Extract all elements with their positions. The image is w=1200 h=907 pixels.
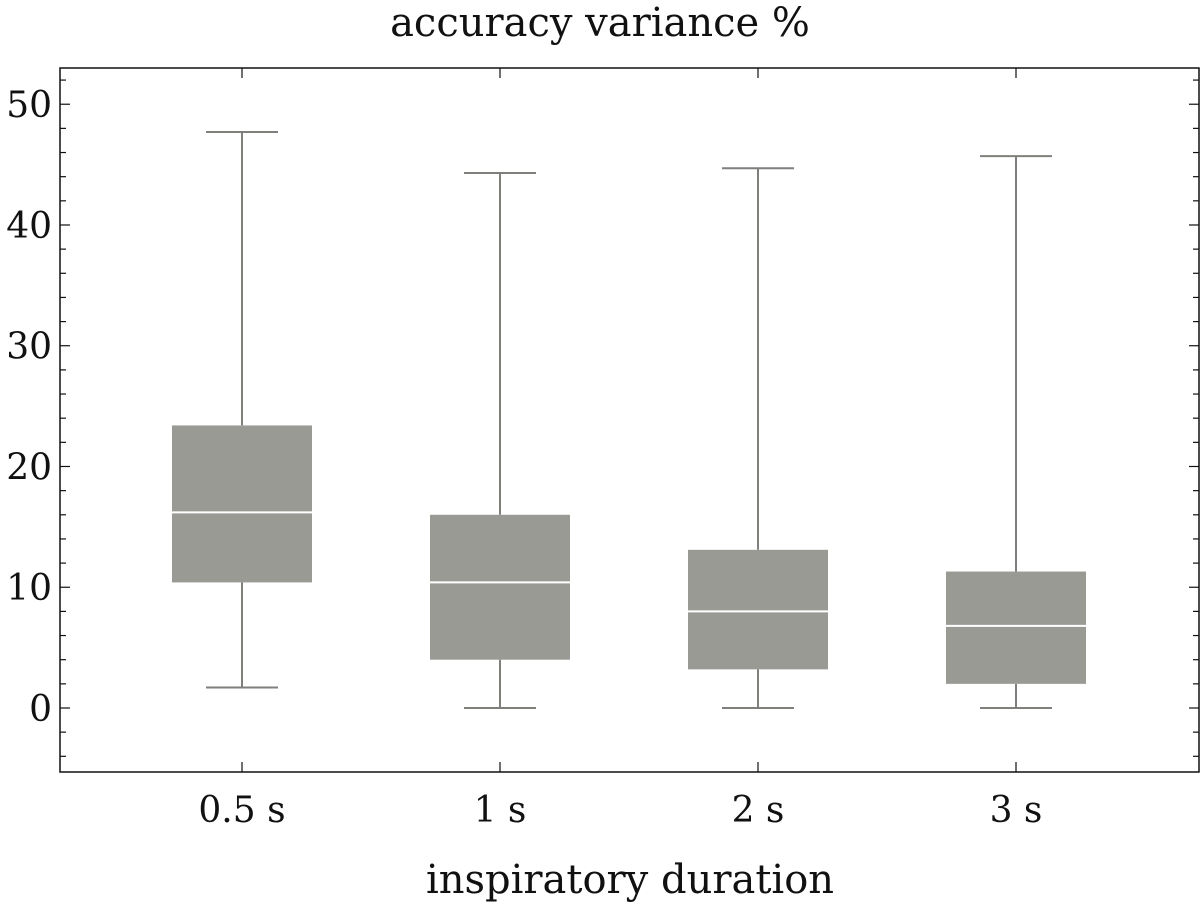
- interquartile-box: [172, 425, 312, 583]
- axis-labels: 0 10 20 30 40 50 0.5 s 1 s 2 s 3 s: [6, 85, 1042, 831]
- box-1-s: [430, 172, 570, 709]
- axis-ticks: [60, 68, 1199, 772]
- interquartile-box: [688, 549, 828, 670]
- x-category-label: 0.5 s: [198, 790, 285, 831]
- x-category-label: 3 s: [990, 790, 1043, 831]
- x-category-label: 2 s: [732, 790, 785, 831]
- y-tick-label: 40: [6, 206, 52, 247]
- y-tick-label: 0: [29, 689, 52, 730]
- interquartile-box: [946, 571, 1086, 684]
- y-tick-label: 20: [6, 447, 52, 488]
- boxes: [172, 131, 1086, 709]
- plot-frame: [59, 67, 1200, 773]
- chart-title: accuracy variance %: [390, 0, 810, 46]
- interquartile-box: [430, 514, 570, 660]
- y-tick-label: 50: [6, 85, 52, 126]
- box-2-s: [688, 167, 828, 709]
- x-axis-label: inspiratory duration: [426, 857, 834, 903]
- y-tick-label: 30: [6, 327, 52, 368]
- x-category-label: 1 s: [474, 790, 527, 831]
- y-tick-label: 10: [6, 568, 52, 609]
- box-0-5-s: [172, 131, 312, 689]
- box-3-s: [946, 155, 1086, 709]
